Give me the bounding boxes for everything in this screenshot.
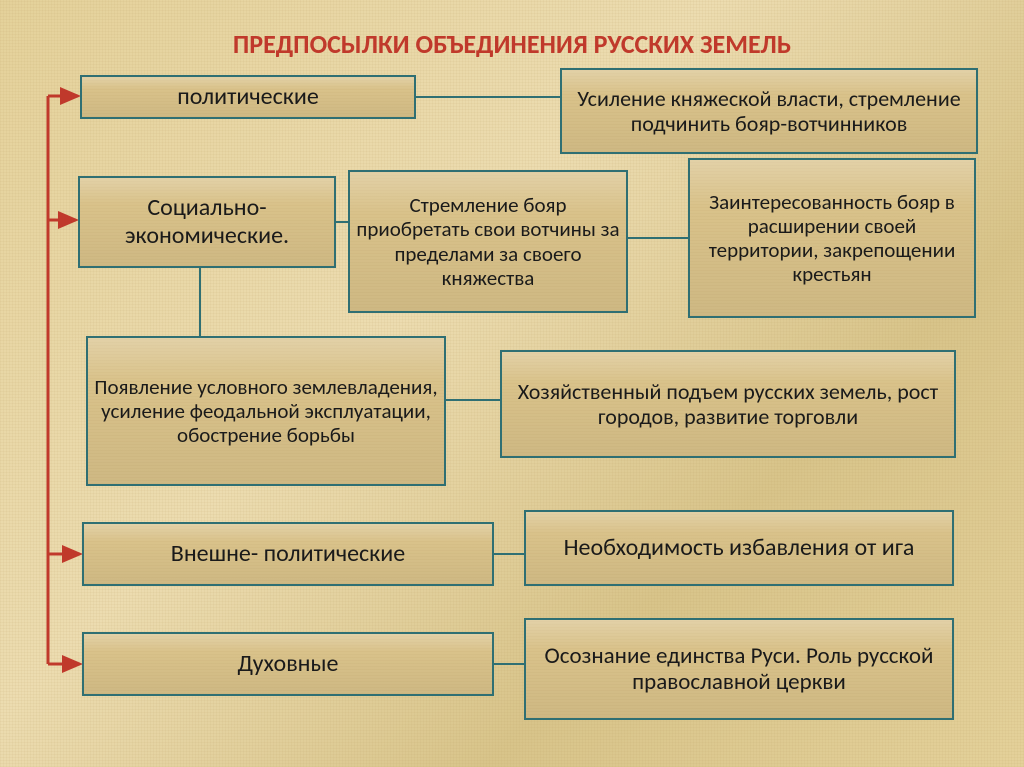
box-socio_d3: Появление условного землевладения, усиле…	[86, 336, 446, 486]
box-foreign_d: Необходимость избавления от ига	[524, 510, 954, 586]
box-political_detail: Усиление княжеской власти, стремление по…	[560, 68, 978, 154]
box-spiritual: Духовные	[82, 632, 494, 696]
diagram-title: ПРЕДПОСЫЛКИ ОБЪЕДИНЕНИЯ РУССКИХ ЗЕМЕЛЬ	[0, 28, 1024, 60]
box-socio_d1: Стремление бояр приобретать свои вотчины…	[348, 170, 628, 313]
box-foreign: Внешне- политические	[82, 522, 494, 586]
box-political: политические	[80, 75, 416, 119]
box-socio: Социально-экономические.	[78, 176, 336, 268]
box-spiritual_d: Осознание единства Руси. Роль русской пр…	[524, 618, 954, 720]
box-socio_d2: Заинтересованность бояр в расширении сво…	[688, 158, 976, 318]
box-socio_d4: Хозяйственный подъем русских земель, рос…	[500, 350, 956, 458]
